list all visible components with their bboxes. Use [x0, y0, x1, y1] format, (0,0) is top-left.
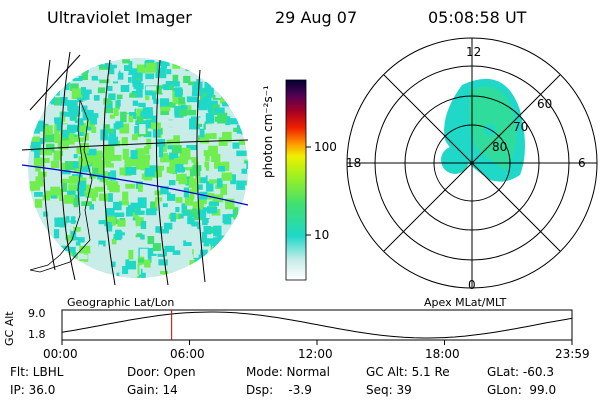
- info-dsp: Dsp: -3.9: [246, 383, 312, 397]
- mlat-label-60: 60: [537, 97, 553, 111]
- info-ip: IP: 36.0: [10, 383, 56, 397]
- mlt-label-12: 12: [466, 45, 482, 59]
- coastline: [29, 99, 93, 273]
- alt-xtick-4: 23:59: [555, 347, 590, 361]
- mlt-label-6: 6: [578, 156, 586, 170]
- colorbar-tick-10: 10: [314, 228, 330, 242]
- mlat-label-80: 80: [492, 140, 508, 154]
- app-title: Ultraviolet Imager: [47, 8, 192, 27]
- info-filter: Flt: LBHL: [10, 365, 64, 379]
- color-bar: [285, 79, 311, 281]
- terminator-line: [21, 164, 249, 206]
- alt-ytick-high: 9.0: [28, 307, 46, 320]
- altitude-plot: [61, 309, 573, 345]
- apex-caption: Apex MLat/MLT: [424, 296, 507, 309]
- info-mode: Mode: Normal: [246, 365, 330, 379]
- colorbar-unit-label: photon cm⁻²s⁻¹: [261, 85, 275, 178]
- alt-xtick-2: 12:00: [298, 347, 333, 361]
- time-label: 05:08:58 UT: [428, 8, 527, 27]
- alt-xtick-1: 06:00: [170, 347, 205, 361]
- mlt-label-0: 0: [468, 278, 476, 292]
- mlt-label-18: 18: [346, 156, 362, 170]
- info-gc-alt: GC Alt: 5.1 Re: [366, 365, 450, 379]
- polar-grid: [346, 37, 598, 289]
- date-label: 29 Aug 07: [275, 8, 358, 27]
- geographic-caption: Geographic Lat/Lon: [67, 296, 175, 309]
- info-door: Door: Open: [127, 365, 196, 379]
- colorbar-tick-100: 100: [314, 140, 337, 154]
- geographic-image: [28, 58, 248, 278]
- mlat-label-70: 70: [513, 120, 529, 134]
- info-glat: GLat: -60.3: [487, 365, 554, 379]
- alt-ytick-low: 1.8: [28, 328, 46, 341]
- info-gain: Gain: 14: [127, 383, 178, 397]
- alt-xtick-0: 00:00: [43, 347, 78, 361]
- info-glon: GLon: 99.0: [487, 383, 557, 397]
- alt-xtick-3: 18:00: [425, 347, 460, 361]
- alt-axis-label: GC Alt: [3, 311, 16, 346]
- info-seq: Seq: 39: [366, 383, 412, 397]
